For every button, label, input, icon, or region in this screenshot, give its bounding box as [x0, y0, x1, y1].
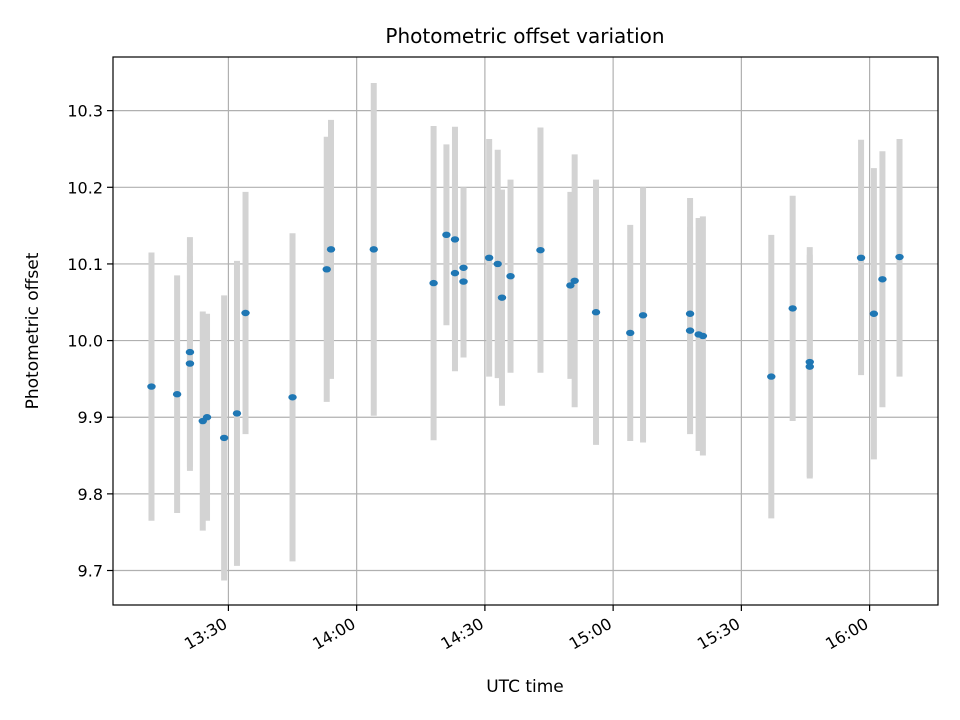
data-point	[566, 282, 575, 289]
data-point	[185, 360, 195, 367]
data-point	[878, 276, 887, 283]
data-point	[172, 391, 182, 398]
data-point	[767, 373, 776, 380]
y-tick-label: 9.7	[78, 562, 103, 581]
data-point	[202, 414, 212, 421]
y-tick-label: 10.1	[67, 255, 103, 274]
data-point	[685, 310, 695, 317]
data-point	[895, 253, 904, 261]
y-axis-title: Photometric offset	[23, 252, 43, 409]
point-layer	[147, 231, 904, 442]
data-point	[147, 383, 156, 390]
data-point	[219, 434, 229, 442]
data-point	[591, 309, 601, 316]
data-point	[326, 246, 336, 253]
y-tick-label: 9.9	[78, 408, 103, 427]
data-point	[506, 273, 515, 280]
data-point	[459, 278, 468, 285]
data-point	[450, 236, 460, 243]
data-point	[459, 264, 468, 271]
data-point	[241, 309, 250, 317]
data-point	[288, 394, 297, 401]
data-point	[869, 310, 879, 317]
data-point	[497, 294, 507, 301]
data-point	[536, 246, 545, 254]
data-point	[788, 305, 797, 312]
x-axis-title: UTC time	[486, 677, 564, 697]
data-point	[805, 363, 814, 370]
plot-frame	[112, 56, 939, 606]
data-point	[685, 327, 695, 334]
data-point	[322, 266, 331, 273]
data-point	[232, 410, 242, 417]
chart-title: Photometric offset variation	[385, 24, 664, 48]
y-tick-label: 10.0	[67, 332, 103, 351]
y-tick-label: 9.8	[78, 485, 103, 504]
data-point	[493, 260, 502, 268]
data-point	[805, 358, 814, 366]
data-point	[638, 312, 648, 319]
data-point	[698, 332, 708, 340]
data-point	[442, 231, 451, 239]
data-point	[484, 254, 494, 262]
data-point	[570, 277, 579, 284]
data-point	[429, 279, 438, 287]
data-point	[450, 269, 460, 277]
y-tick-label: 10.2	[67, 178, 103, 197]
data-point	[185, 348, 195, 356]
data-point	[626, 329, 635, 337]
data-point	[369, 246, 378, 253]
y-axis-ticks: 9.7 9.8 9.9 10.0 10.1 10.2 10.3	[67, 102, 113, 581]
grid	[113, 57, 938, 605]
data-point	[856, 254, 866, 262]
y-tick-label: 10.3	[67, 102, 103, 121]
